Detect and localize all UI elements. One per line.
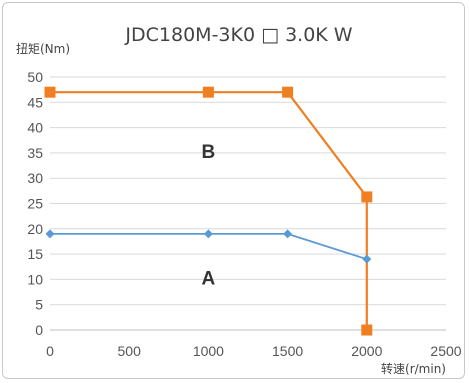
y-axis-label: 扭矩(Nm) (16, 42, 70, 56)
x-tick-label-2500: 2500 (430, 343, 461, 359)
y-tick-label-15: 15 (27, 246, 43, 262)
torque-speed-chart: JDC180M-3K0 □ 3.0K W 扭矩(Nm) 转速(r/min) 0 5… (16, 24, 462, 376)
x-tick-label-0: 0 (46, 343, 54, 359)
series-line-A (50, 232, 368, 261)
chart-frame: JDC180M-3K0 □ 3.0K W 扭矩(Nm) 转速(r/min) 0 5… (2, 2, 465, 379)
y-tick-label-45: 45 (27, 94, 43, 110)
x-tick-label-1500: 1500 (272, 343, 303, 359)
series-A-point-3 (362, 254, 372, 264)
y-tick-label-20: 20 (27, 221, 43, 237)
series-layer (44, 86, 373, 336)
y-tick-label-0: 0 (35, 322, 43, 338)
y-tick-label-40: 40 (27, 120, 43, 136)
grid-lines (50, 76, 446, 306)
y-tick-label-30: 30 (27, 170, 43, 186)
x-tick-labels: 0 500 1000 1500 2000 2500 (46, 343, 462, 359)
series-A-point-1 (203, 229, 213, 239)
y-tick-labels: 0 5 10 15 20 25 30 35 40 45 50 (27, 69, 43, 338)
y-tick-label-35: 35 (27, 145, 43, 161)
series-B-point-0 (44, 86, 56, 98)
series-A-point-0 (45, 229, 55, 239)
region-label-A: A (202, 268, 216, 289)
series-B-point-2 (282, 86, 294, 98)
x-tick-label-2000: 2000 (351, 343, 382, 359)
series-A-point-2 (283, 229, 293, 239)
region-annotations: BA (202, 142, 216, 289)
y-tick-label-50: 50 (27, 69, 43, 85)
series-B-point-4 (361, 324, 373, 336)
region-label-B: B (202, 142, 216, 163)
y-tick-label-25: 25 (27, 196, 43, 212)
series-B-point-3 (361, 191, 373, 203)
x-tick-label-1000: 1000 (193, 343, 224, 359)
x-tick-label-500: 500 (118, 343, 142, 359)
y-tick-label-10: 10 (27, 271, 43, 287)
chart-title: JDC180M-3K0 □ 3.0K W (124, 24, 352, 46)
x-axis-label: 转速(r/min) (381, 361, 446, 376)
y-tick-label-5: 5 (35, 297, 43, 313)
series-B-point-1 (202, 86, 214, 98)
